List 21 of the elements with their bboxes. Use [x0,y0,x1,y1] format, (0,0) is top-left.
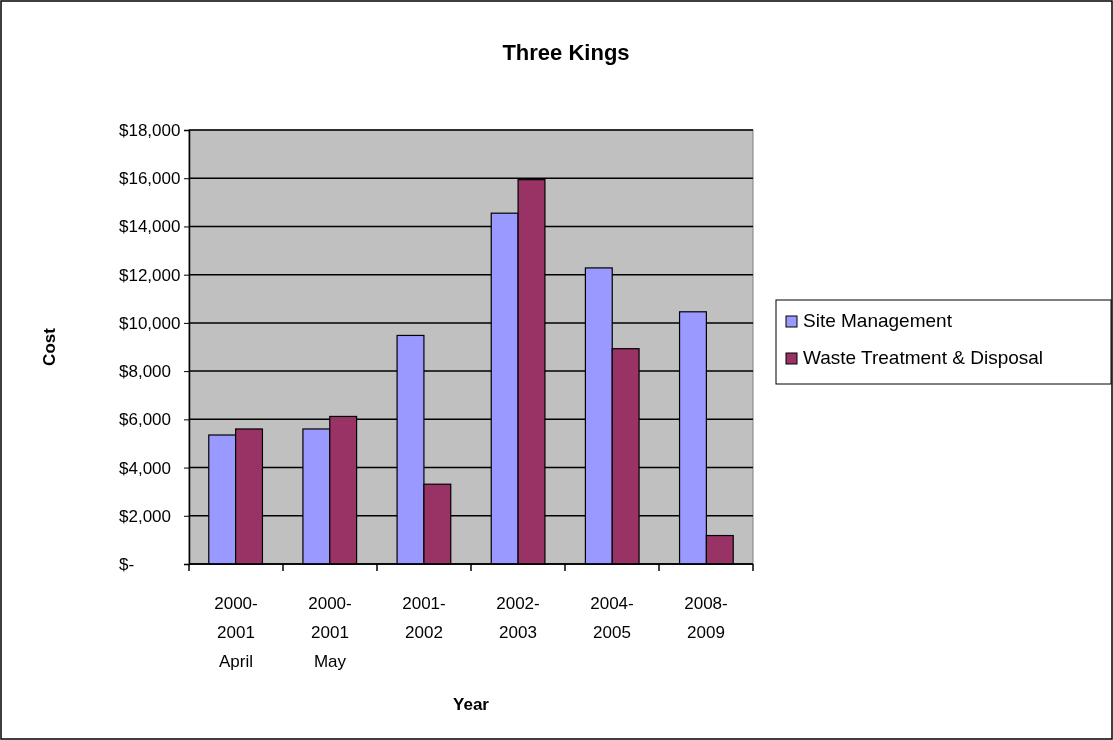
y-tick-label: $2,000 [119,506,171,526]
y-tick-label: $18,000 [119,120,181,140]
legend-label: Waste Treatment & Disposal [803,347,1044,368]
y-tick-label: $10,000 [119,313,181,333]
y-tick-label: $4,000 [119,458,171,478]
x-tick-label: 2001- 2002 [402,594,446,642]
x-tick-label: 2000- 2001 May [308,594,352,671]
chart-title: Three Kings [502,40,630,65]
x-tick-label: 2000- 2001 April [214,594,258,671]
x-axis-title: Year [453,695,490,714]
y-tick-label: $12,000 [119,265,181,285]
y-axis-title: Cost [40,327,59,366]
x-tick-label: 2008- 2009 [684,594,728,642]
x-tick-label: 2004- 2005 [590,594,634,642]
x-tick-label: 2002- 2003 [496,594,540,642]
y-tick-label: $- [119,554,135,574]
y-tick-label: $8,000 [119,362,171,382]
y-tick-label: $6,000 [119,410,171,430]
y-tick-label: $14,000 [119,217,181,237]
y-tick-label: $16,000 [119,169,181,189]
legend-label: Site Management [803,310,953,331]
